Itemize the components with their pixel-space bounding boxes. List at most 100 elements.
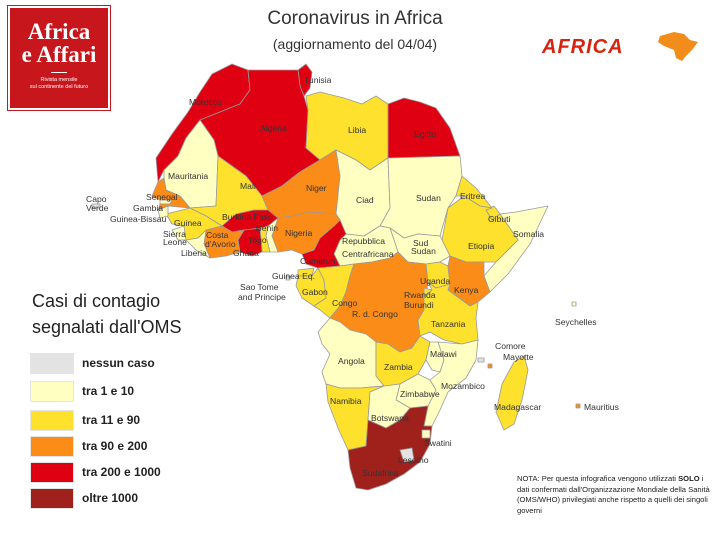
legend-item-tra-1-e-10: tra 1 e 10 <box>30 380 135 402</box>
label-burundi: Burundi <box>404 300 434 310</box>
legend-swatch <box>30 461 74 483</box>
country-madagascar[interactable] <box>495 355 529 431</box>
label-sao-tome-2: and Principe <box>238 292 286 302</box>
label-costa-d-avorio: Costa <box>206 230 229 240</box>
africa-e-affari-logo: Africa e Affari Rivista mensile sul cont… <box>8 6 110 110</box>
label-mauritania: Mauritania <box>168 171 208 181</box>
legend-swatch <box>30 487 74 509</box>
label-guinea-eq: Guinea Eq. <box>272 271 315 281</box>
label-egitto: Egitto <box>414 129 436 139</box>
legend-item-tra-11-e-90: tra 11 e 90 <box>30 409 141 431</box>
label-capo-verde-2: Verde <box>86 203 109 213</box>
africa-silhouette-icon <box>658 32 698 61</box>
label-eritrea: Eritrea <box>460 191 486 201</box>
label-liberia: Liberia <box>181 248 207 258</box>
label-repubblica-centrafricana-2: Centrafricana <box>342 249 394 259</box>
country-swatini[interactable] <box>421 429 431 439</box>
label-zambia: Zambia <box>384 362 413 372</box>
legend-swatch <box>30 435 74 457</box>
label-sud-sudan-2: Sudan <box>411 246 436 256</box>
country-mayotte[interactable] <box>487 363 493 369</box>
label-mali: Mali <box>240 181 256 191</box>
logo-tagline-line2: sul continente del futuro <box>29 84 89 90</box>
legend-swatch <box>30 409 74 431</box>
label-capo-verde: Capo <box>86 194 107 204</box>
country-mauritius[interactable] <box>575 403 581 409</box>
label-camerun: Camerun <box>300 256 336 266</box>
legend-swatch <box>30 352 74 374</box>
country-sudafrica[interactable] <box>347 405 433 491</box>
country-guinea[interactable] <box>165 207 223 241</box>
label-niger: Niger <box>306 183 327 193</box>
label-uganda: Uganda <box>420 276 450 286</box>
label-repubblica-centrafricana: Repubblica <box>342 236 385 246</box>
country-lesotho[interactable] <box>399 447 415 463</box>
label-sierra-leone: Sierra <box>163 229 186 239</box>
country-sao-tome-and-principe[interactable] <box>285 275 291 281</box>
label-burkina-faso: Burkina Faso <box>222 212 273 222</box>
country-comore[interactable] <box>477 357 485 363</box>
legend-label: tra 90 e 200 <box>82 439 148 453</box>
label-gabon: Gabon <box>302 287 328 297</box>
legend-label: tra 1 e 10 <box>82 384 135 398</box>
label-libia: Libia <box>348 125 366 135</box>
label-somalia: Somalia <box>513 229 544 239</box>
label-mauritius: Mauritius <box>584 402 619 412</box>
country-senegal[interactable] <box>151 177 191 211</box>
label-tanzania: Tanzania <box>431 319 466 329</box>
label-sudan: Sudan <box>416 193 441 203</box>
label-togo: Togo <box>248 235 267 245</box>
label-etiopia: Etiopia <box>468 241 494 251</box>
label-sierra-leone-2: Leone <box>163 237 187 247</box>
country-seychelles[interactable] <box>571 301 577 307</box>
label-zimbabwe: Zimbabwe <box>400 389 440 399</box>
legend-title-line2: segnalati dall'OMS <box>32 317 182 337</box>
label-madagascar: Madagascar <box>494 402 541 412</box>
legend-swatch <box>30 380 74 402</box>
label-sud-sudan: Sud <box>413 238 429 248</box>
brand-logo-text: AFRICA <box>542 36 624 58</box>
label-sudafrica: Sudafrica <box>362 468 399 478</box>
label-lesotho: Lesotho <box>398 455 429 465</box>
methodology-note: NOTA: Per questa infografica vengono uti… <box>517 474 717 516</box>
label-guinea: Guinea <box>174 218 202 228</box>
label-rwanda: Rwanda <box>404 290 436 300</box>
label-benin: Benin <box>256 223 278 233</box>
label-malawi: Malawi <box>430 349 457 359</box>
legend-item-tra-90-e-200: tra 90 e 200 <box>30 435 148 457</box>
label-angola: Angola <box>338 356 365 366</box>
legend-label: nessun caso <box>82 356 155 370</box>
label-mozambico: Mozambico <box>441 381 485 391</box>
legend-label: tra 200 e 1000 <box>82 465 161 479</box>
country-egitto[interactable] <box>387 97 461 159</box>
label-congo: Congo <box>332 298 358 308</box>
label-r-d-congo: R. d. Congo <box>352 309 398 319</box>
label-seychelles: Seychelles <box>555 317 597 327</box>
legend-item-nessun-caso: nessun caso <box>30 352 155 374</box>
label-senegal: Senegal <box>146 192 178 202</box>
legend-item-oltre-1000: oltre 1000 <box>30 487 139 509</box>
label-gibuti: Gibuti <box>488 214 511 224</box>
label-sao-tome: Sao Tome <box>240 282 279 292</box>
label-gambia: Gambia <box>133 203 163 213</box>
legend-label: tra 11 e 90 <box>82 413 141 427</box>
logo-tagline-line1: Rivista mensile <box>40 77 78 83</box>
label-costa-d-avorio-2: d'Avorio <box>205 239 236 249</box>
logo-title-line1: Africa <box>27 19 91 44</box>
label-kenya: Kenya <box>454 285 479 295</box>
legend-title: Casi di contagio segnalati dall'OMS <box>32 288 252 340</box>
country-capo-verde[interactable] <box>91 203 101 209</box>
note-text-solo: SOLO <box>678 474 700 483</box>
note-text-end: i dati confermati dall'Organizzazione Mo… <box>517 474 710 515</box>
logo-title-line2: e Affari <box>21 42 97 67</box>
label-guinea-bissau: Guinea-Bissau <box>110 214 167 224</box>
label-ghana: Ghana <box>233 248 259 258</box>
label-comore: Comore <box>495 341 526 351</box>
legend-item-tra-200-e-1000: tra 200 e 1000 <box>30 461 161 483</box>
note-text-start: NOTA: Per questa infografica vengono uti… <box>517 474 679 483</box>
legend-label: oltre 1000 <box>82 491 139 505</box>
label-nigeria: Nigeria <box>285 228 312 238</box>
legend-title-line1: Casi di contagio <box>32 291 161 311</box>
label-swatini: Swatini <box>424 438 452 448</box>
